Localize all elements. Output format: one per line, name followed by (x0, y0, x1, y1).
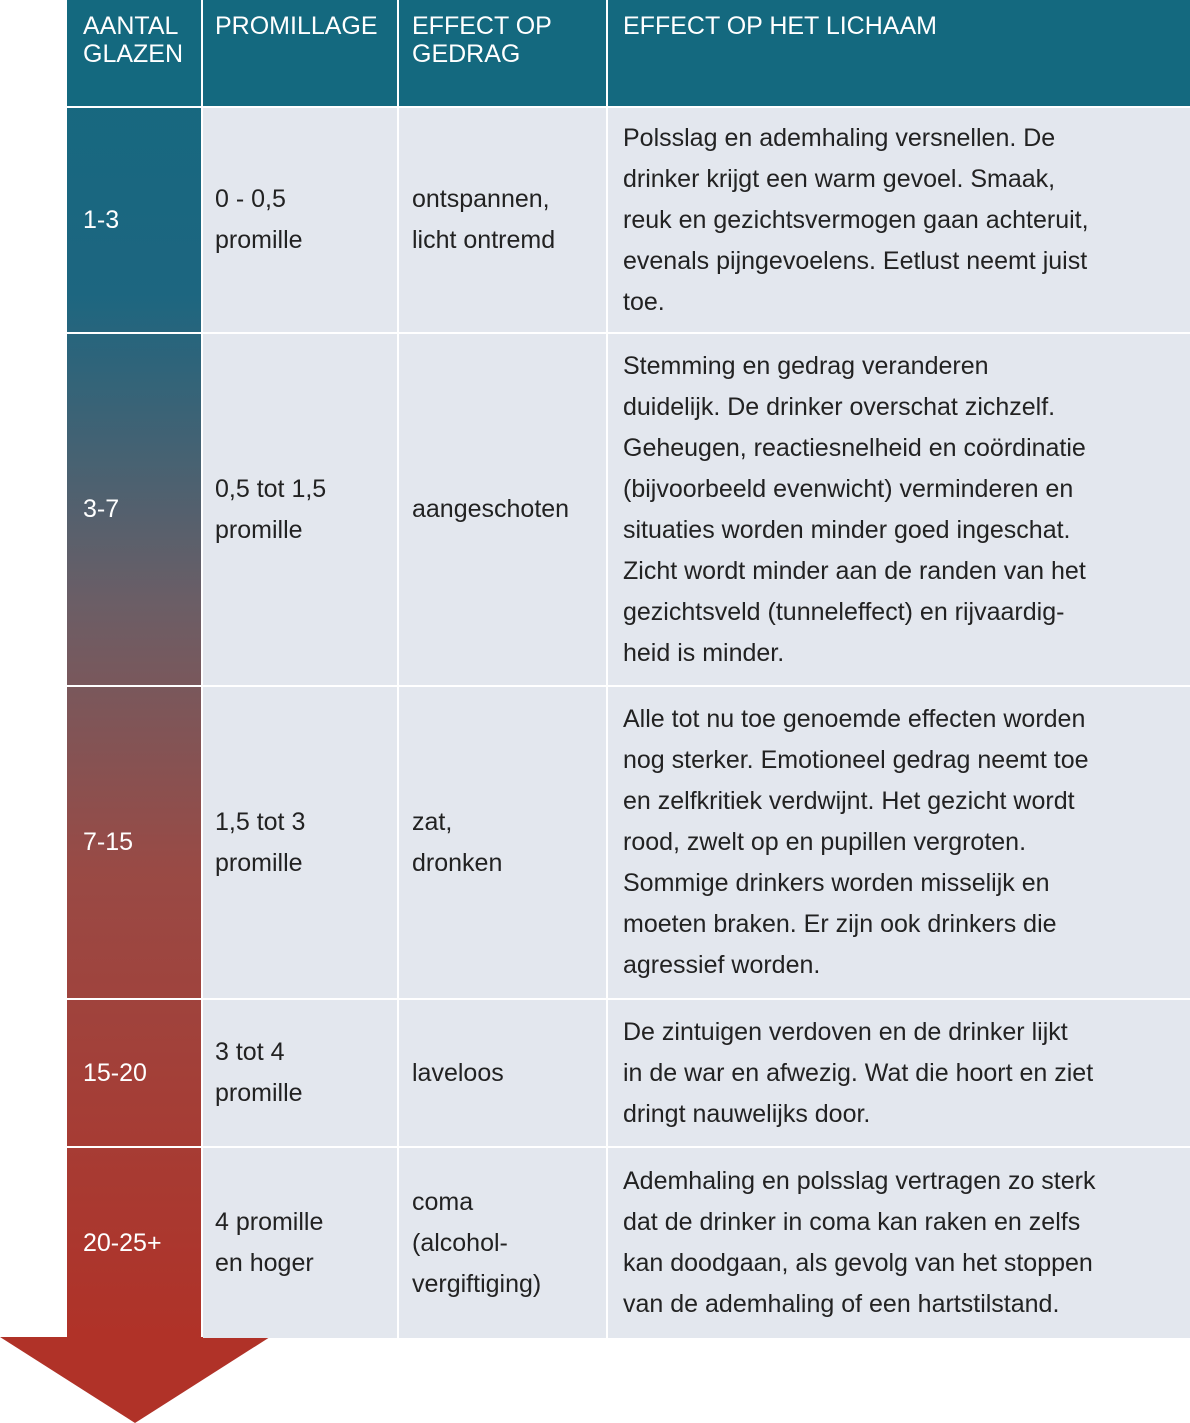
text-line: GEDRAG (412, 40, 521, 68)
text-line: 3 tot 4 (215, 1038, 285, 1066)
text-line: 3-7 (83, 495, 120, 523)
glasses-cell: 7-15 (67, 687, 201, 998)
text-line: coma (412, 1187, 474, 1216)
glasses-cell: 20-25+ (67, 1148, 201, 1338)
text-line: in de war en afwezig. Wat die hoort en z… (623, 1058, 1094, 1087)
text-line: (alcohol- (412, 1228, 508, 1257)
glasses-cell: 3-7 (67, 334, 201, 685)
text-line: Sommige drinkers worden misselijk en (623, 869, 1050, 897)
row-separator (67, 685, 201, 687)
row-separator (67, 1146, 201, 1148)
text-line: toe. (623, 287, 665, 316)
text-line: rood, zwelt op en pupillen vergroten. (623, 828, 1027, 856)
header-glasses: AANTAL GLAZEN (67, 0, 201, 106)
text-line: heid is minder. (623, 638, 785, 667)
body-effect-cell: De zintuigen verdoven en de drinker lijk… (608, 1000, 1190, 1146)
row-separator (67, 106, 201, 108)
body-effect-cell: Stemming en gedrag veranderen duidelijk. … (608, 334, 1190, 685)
text-line: evenals pijngevoelens. Eetlust neemt jui… (623, 246, 1088, 275)
text-line: en hoger (215, 1249, 314, 1277)
text-line: Zicht wordt minder aan de randen van het (623, 556, 1086, 585)
body-effect-cell: Ademhaling en polsslag vertragen zo ster… (608, 1148, 1190, 1338)
text-line: agressief worden. (623, 951, 821, 979)
glasses-column-gradient (67, 0, 201, 1338)
glasses-cell: 15-20 (67, 1000, 201, 1146)
text-line: situaties worden minder goed ingeschat. (623, 515, 1071, 544)
header-promillage: PROMILLAGE (203, 0, 397, 106)
promillage-cell: 3 tot 4 promille (203, 1000, 397, 1146)
behaviour-effect-cell: aangeschoten (399, 334, 606, 685)
text-line: PROMILLAGE (215, 12, 378, 40)
text-line: aangeschoten (412, 495, 570, 523)
row-separator (67, 332, 201, 334)
text-line: duidelijk. De drinker overschat zichzelf… (623, 392, 1056, 421)
text-line: promille (215, 515, 303, 544)
glasses-cell: 1-3 (67, 108, 201, 332)
text-line: nog sterker. Emotioneel gedrag neemt toe (623, 746, 1089, 774)
text-line: EFFECT OP (412, 12, 552, 40)
text-line: EFFECT OP HET LICHAAM (623, 12, 937, 40)
text-line: gezichtsveld (tunneleffect) en rijvaardi… (623, 597, 1065, 626)
arrow (0, 1337, 270, 1423)
text-line: moeten braken. Er zijn ook drinkers die (623, 910, 1057, 938)
text-line: kan doodgaan, als gevolg van het stoppen (623, 1249, 1093, 1277)
body-effect-cell: Alle tot nu toe genoemde effecten worden… (608, 687, 1190, 998)
body-effect-cell: Polsslag en ademhaling versnellen. De dri… (608, 108, 1190, 332)
text-line: 4 promille (215, 1208, 324, 1236)
text-line: laveloos (412, 1058, 504, 1087)
text-line: 0 - 0,5 (215, 185, 286, 213)
text-line: 0,5 tot 1,5 (215, 474, 327, 503)
header-body-effect: EFFECT OP HET LICHAAM (608, 0, 1190, 106)
text-line: 15-20 (83, 1058, 147, 1087)
promillage-cell: 0,5 tot 1,5 promille (203, 334, 397, 685)
text-line: AANTAL (83, 12, 179, 40)
text-line: zat, (412, 807, 453, 836)
text-line: dronken (412, 848, 503, 877)
text-line: ontspannen, (412, 185, 550, 213)
behaviour-effect-cell: coma (alcohol-vergiftiging) (399, 1148, 606, 1338)
text-line: dringt nauwelijks door. (623, 1099, 871, 1128)
behaviour-effect-cell: zat, dronken (399, 687, 606, 998)
text-line: dat de drinker in coma kan raken en zelf… (623, 1208, 1081, 1236)
promillage-cell: 1,5 tot 3 promille (203, 687, 397, 998)
text-line: 7-15 (83, 828, 134, 856)
text-line: drinker krijgt een warm gevoel. Smaak, (623, 164, 1056, 193)
text-line: GLAZEN (83, 40, 184, 68)
text-line: Ademhaling en polsslag vertragen zo ster… (623, 1167, 1096, 1195)
text-line: licht ontremd (412, 226, 556, 254)
text-line: promille (215, 848, 303, 877)
text-line: Polsslag en ademhaling versnellen. De (623, 123, 1056, 152)
row-separator (67, 998, 201, 1000)
text-line: promille (215, 226, 303, 254)
header-behaviour-effect: EFFECT OP GEDRAG (399, 0, 606, 106)
text-line: vergiftiging) (412, 1269, 542, 1298)
promillage-cell: 0 - 0,5 promille (203, 108, 397, 332)
text-line: Alle tot nu toe genoemde effecten worden (623, 705, 1086, 733)
text-line: 1,5 tot 3 (215, 807, 306, 836)
text-line: De zintuigen verdoven en de drinker lijk… (623, 1017, 1068, 1046)
behaviour-effect-cell: laveloos (399, 1000, 606, 1146)
behaviour-effect-cell: ontspannen, licht ontremd (399, 108, 606, 332)
text-line: Stemming en gedrag veranderen (623, 351, 989, 380)
text-line: 1-3 (83, 205, 120, 234)
text-line: en zelfkritiek verdwijnt. Het gezicht wo… (623, 787, 1075, 815)
text-line: promille (215, 1079, 303, 1107)
text-line: reuk en gezichtsvermogen gaan achteruit, (623, 205, 1089, 234)
text-line: (bijvoorbeeld evenwicht) verminderen en (623, 474, 1074, 503)
promillage-cell: 4 promille en hoger (203, 1148, 397, 1338)
text-line: van de ademhaling of een hartstilstand. (623, 1290, 1060, 1318)
text-line: 20-25+ (83, 1228, 162, 1257)
text-line: Geheugen, reactiesnelheid en coördinatie (623, 433, 1086, 462)
